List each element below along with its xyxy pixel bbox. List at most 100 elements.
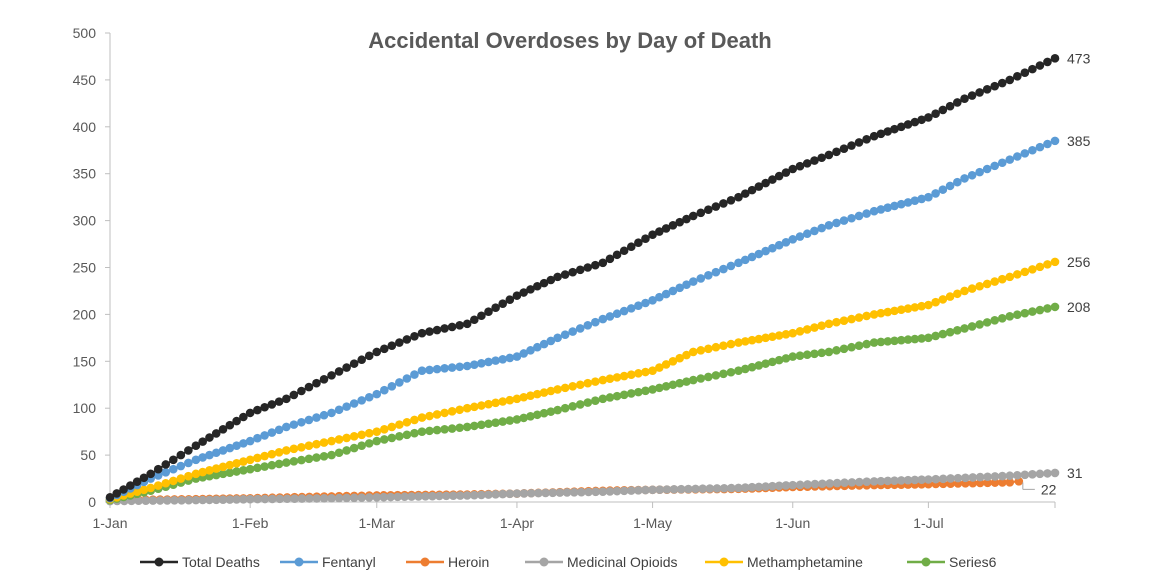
data-point — [661, 224, 671, 233]
data-point — [176, 461, 186, 471]
legend-label: Methamphetamine — [747, 554, 863, 570]
data-point — [232, 441, 241, 451]
data-point — [839, 316, 849, 325]
data-point — [455, 321, 464, 330]
data-point — [440, 408, 449, 418]
data-point — [810, 349, 819, 359]
data-point — [319, 374, 329, 384]
data-point — [648, 485, 657, 495]
data-point — [198, 437, 207, 446]
data-point — [774, 331, 784, 340]
data-point — [945, 327, 955, 337]
data-point — [312, 413, 321, 422]
data-point — [553, 385, 562, 394]
data-point — [719, 341, 728, 350]
data-point — [327, 450, 336, 460]
data-point — [696, 346, 706, 355]
data-point — [364, 428, 374, 438]
data-point — [1005, 311, 1015, 321]
data-point — [448, 491, 458, 501]
data-point — [876, 476, 886, 486]
data-point — [924, 300, 933, 310]
data-point — [953, 326, 962, 335]
data-point — [704, 344, 713, 354]
data-point — [387, 422, 397, 432]
data-point — [704, 205, 713, 214]
data-point — [726, 367, 736, 377]
data-point — [754, 334, 764, 344]
data-point — [626, 370, 636, 380]
data-point — [1028, 265, 1037, 274]
data-point — [393, 492, 402, 502]
data-point — [304, 454, 314, 464]
data-point — [931, 109, 940, 118]
data-point — [883, 203, 893, 213]
data-point — [372, 436, 382, 446]
data-point — [917, 475, 926, 485]
data-point — [387, 341, 397, 350]
data-point — [414, 492, 423, 501]
data-point — [169, 476, 178, 486]
data-point — [997, 158, 1007, 168]
data-point — [435, 491, 444, 501]
data-point — [505, 295, 515, 304]
data-point — [655, 292, 664, 302]
y-tick-label: 50 — [80, 447, 96, 463]
data-point — [917, 301, 926, 311]
data-point — [626, 486, 636, 495]
data-point — [417, 413, 427, 422]
data-point — [402, 430, 412, 440]
data-point — [425, 411, 434, 421]
data-point — [931, 474, 941, 484]
data-point — [688, 347, 698, 357]
data-point — [1013, 72, 1022, 81]
data-point — [903, 475, 913, 485]
data-point — [410, 415, 419, 425]
data-point — [417, 427, 427, 436]
data-point — [754, 361, 764, 370]
data-point — [470, 315, 479, 325]
data-point — [539, 278, 549, 288]
y-tick-label: 0 — [88, 494, 96, 510]
data-point — [839, 144, 849, 153]
data-point — [512, 394, 522, 404]
data-point — [634, 301, 643, 310]
data-point — [432, 364, 442, 374]
data-point — [553, 272, 562, 282]
data-point — [519, 349, 529, 358]
data-point — [407, 492, 416, 501]
data-point — [1013, 152, 1022, 161]
data-point — [598, 314, 608, 324]
data-point — [169, 464, 178, 474]
data-point — [862, 311, 871, 321]
data-point — [211, 448, 221, 458]
data-point — [890, 476, 899, 485]
data-point — [105, 493, 115, 502]
data-point — [161, 467, 171, 477]
data-point — [253, 405, 262, 415]
data-point — [704, 271, 713, 280]
data-point — [161, 478, 171, 488]
data-point — [132, 487, 142, 496]
data-point — [357, 430, 366, 440]
data-point — [619, 390, 629, 400]
data-point — [260, 402, 269, 412]
data-point — [205, 433, 214, 442]
data-point — [719, 483, 729, 493]
data-point — [968, 473, 978, 482]
data-point — [1020, 308, 1030, 318]
data-point — [477, 420, 486, 430]
data-point — [505, 395, 515, 405]
data-point — [432, 425, 442, 435]
data-point — [304, 441, 314, 451]
data-point — [498, 299, 508, 308]
data-point — [975, 472, 985, 482]
data-point — [924, 113, 933, 122]
data-point — [938, 329, 948, 339]
data-point — [282, 394, 291, 404]
data-point — [903, 120, 913, 129]
data-point — [267, 449, 277, 459]
data-point — [997, 314, 1007, 323]
data-point — [349, 432, 359, 441]
data-point — [903, 335, 913, 344]
